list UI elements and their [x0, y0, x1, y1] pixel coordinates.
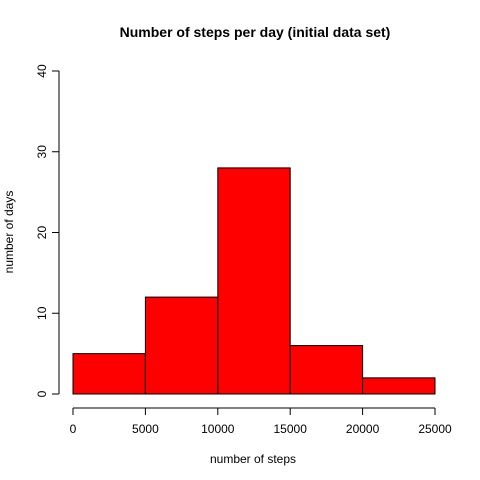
histogram-bar-4: [362, 377, 436, 395]
x-tick-label-2: 10000: [201, 422, 235, 436]
y-tick-label-2: 20: [35, 226, 49, 240]
histogram-bar-2: [217, 167, 291, 395]
x-tick-label-3: 15000: [274, 422, 308, 436]
y-axis-label: number of days: [2, 191, 16, 274]
x-axis: 0 5000 10000 15000 20000 25000: [70, 407, 452, 436]
histogram-bar-1: [144, 296, 219, 395]
x-tick-label-1: 5000: [132, 422, 159, 436]
histogram-bar-3: [289, 345, 364, 395]
x-tick-label-4: 20000: [346, 422, 380, 436]
bars-group: [72, 167, 436, 395]
x-tick-label-5: 25000: [418, 422, 452, 436]
chart-title: Number of steps per day (initial data se…: [120, 24, 391, 40]
y-axis: 0 10 20 30 40: [35, 64, 60, 397]
histogram-bar-0: [72, 353, 146, 395]
y-tick-label-0: 0: [35, 390, 49, 397]
y-tick-label-1: 10: [35, 306, 49, 320]
y-tick-label-4: 40: [35, 64, 49, 78]
x-axis-label: number of steps: [210, 452, 296, 466]
y-tick-label-3: 30: [35, 145, 49, 159]
x-tick-label-0: 0: [70, 422, 77, 436]
